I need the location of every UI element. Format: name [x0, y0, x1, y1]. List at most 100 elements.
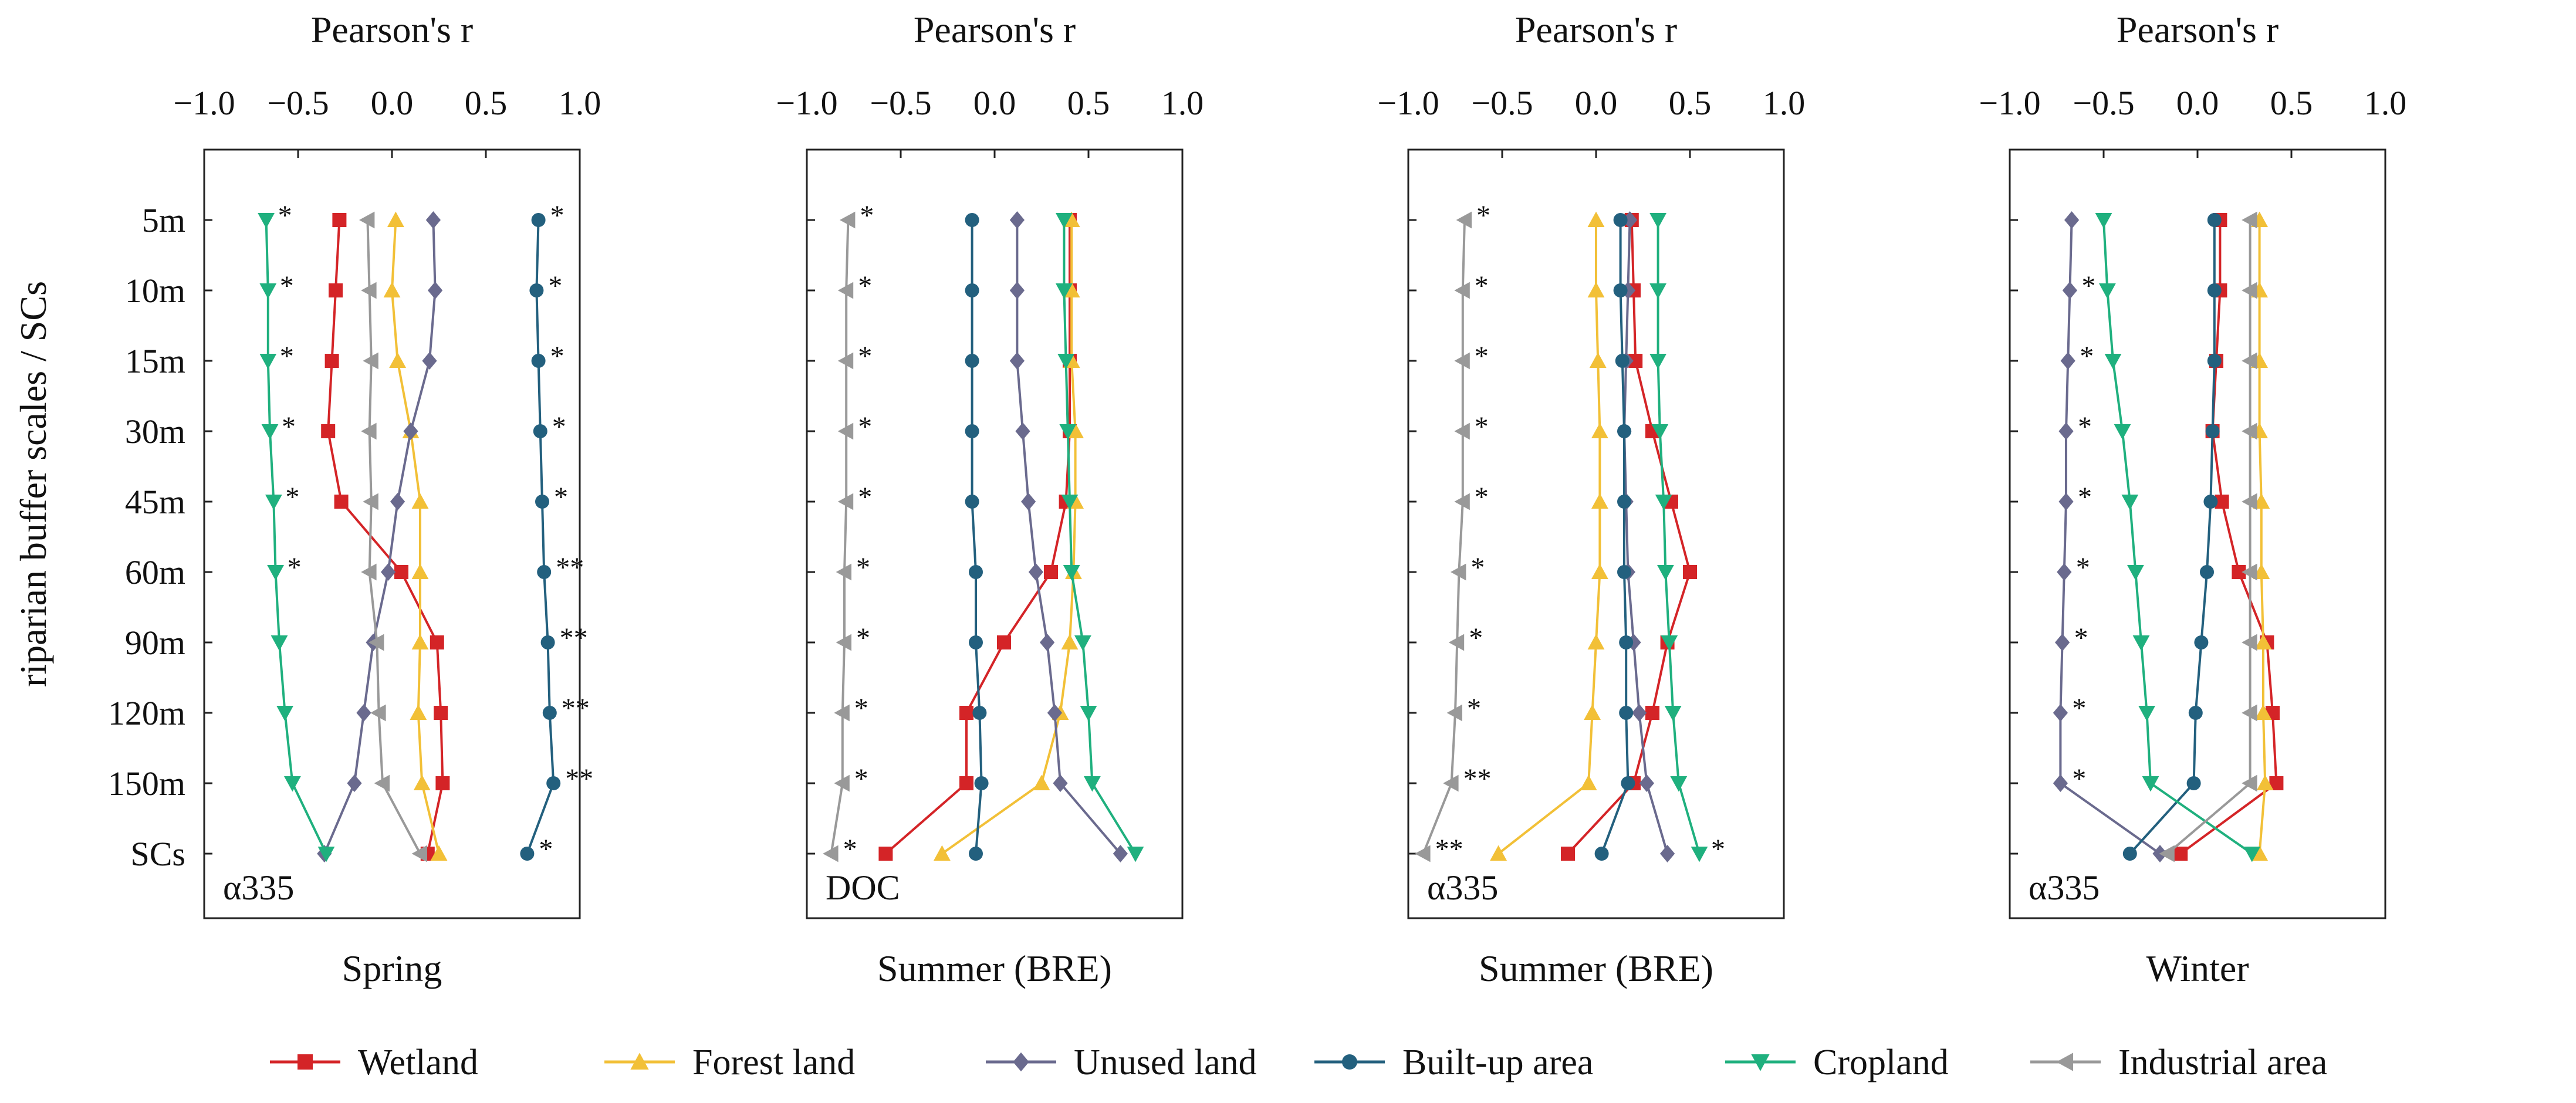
data-point-industrial-area [837, 422, 854, 440]
x-tick-label: 0.0 [371, 84, 414, 122]
data-point-forest-land [410, 704, 427, 720]
data-point-wetland [332, 213, 347, 227]
panel-label: α335 [1427, 868, 1498, 907]
legend-marker-cropland [1751, 1054, 1770, 1071]
data-point-cropland [1651, 424, 1669, 440]
data-point-built-up-area [542, 706, 557, 720]
data-point-cropland [259, 283, 277, 299]
legend-label: Forest land [692, 1043, 855, 1082]
x-tick-label: −0.5 [1471, 84, 1533, 122]
data-point-built-up-area [531, 354, 546, 368]
data-point-unused-land [390, 493, 405, 510]
data-point-industrial-area [840, 211, 856, 229]
data-point-built-up-area [540, 635, 555, 649]
significance-star: * [2072, 763, 2086, 794]
legend-marker-unused-land [1013, 1052, 1029, 1072]
series-line-industrial-area [2166, 220, 2252, 855]
data-point-forest-land [1591, 493, 1608, 509]
series-unused-land [1617, 211, 1675, 862]
data-point-unused-land [1053, 774, 1068, 792]
significance-star: * [282, 411, 296, 442]
data-point-wetland [324, 354, 339, 368]
data-point-built-up-area [537, 565, 552, 579]
x-tick-label: 0.5 [1067, 84, 1110, 122]
data-point-built-up-area [974, 776, 989, 790]
data-point-industrial-area [361, 282, 377, 299]
x-tick-label: 1.0 [2364, 84, 2407, 122]
significance-star: * [856, 552, 870, 583]
panel-title: Pearson's r [311, 9, 473, 50]
series-line-forest-land [941, 220, 1077, 855]
data-point-cropland [1063, 565, 1080, 581]
data-point-wetland [329, 283, 343, 297]
significance-star: * [2080, 341, 2094, 372]
data-point-built-up-area [969, 635, 983, 649]
data-point-forest-land [1033, 774, 1050, 790]
data-point-built-up-area [1617, 424, 1631, 438]
series-built-up-area [965, 213, 989, 861]
data-point-cropland [1056, 283, 1073, 299]
series-line-unused-land [2059, 219, 2161, 855]
x-tick-label: −1.0 [1979, 84, 2040, 122]
panel-title: Pearson's r [914, 9, 1076, 50]
data-point-cropland [1057, 354, 1074, 370]
data-point-cropland [265, 495, 282, 510]
data-point-industrial-area [2159, 845, 2175, 862]
data-point-unused-land [1021, 493, 1036, 510]
data-point-wetland [1044, 565, 1058, 579]
data-point-forest-land [2254, 704, 2272, 720]
x-tick-label: 0.0 [973, 84, 1016, 122]
significance-star: ** [562, 693, 590, 724]
legend-item-wetland: Wetland [270, 1043, 478, 1082]
data-point-built-up-area [531, 213, 546, 227]
series-line-wetland [1567, 219, 1692, 855]
legend: Wetland Forest land Unused land Built-up ar… [270, 1043, 2327, 1082]
significance-star: * [858, 341, 872, 372]
y-tick-label: 15m [125, 342, 185, 380]
significance-star: * [548, 270, 562, 302]
data-point-industrial-area [1451, 563, 1466, 581]
series-cropland: * * * * * * [258, 200, 335, 862]
panel-title: Pearson's r [2117, 9, 2278, 50]
y-tick-label: 45m [125, 483, 185, 521]
data-point-industrial-area [836, 563, 851, 581]
data-point-forest-land [1580, 774, 1597, 790]
data-point-built-up-area [965, 354, 979, 368]
data-point-industrial-area [834, 774, 850, 792]
y-tick-label: 30m [125, 412, 185, 451]
data-point-unused-land [1009, 352, 1025, 370]
data-point-unused-land [2058, 422, 2074, 440]
data-point-cropland [1657, 565, 1674, 581]
series-forest-land [1490, 211, 1608, 861]
data-point-wetland [334, 495, 349, 509]
significance-star: * [1711, 834, 1725, 865]
significance-star: * [285, 482, 299, 513]
significance-star: * [1470, 552, 1485, 583]
significance-star: * [2078, 482, 2092, 513]
data-point-forest-land [1584, 704, 1601, 720]
data-point-forest-land [1063, 211, 1080, 227]
data-point-cropland [1084, 776, 1101, 792]
series-line-cropland [2102, 219, 2253, 855]
data-point-unused-land [1639, 774, 1654, 792]
data-point-industrial-area [2242, 774, 2257, 792]
data-point-wetland [321, 424, 336, 438]
significance-star: * [854, 763, 868, 794]
data-point-built-up-area [965, 213, 979, 227]
significance-star: * [539, 834, 553, 865]
y-tick-label: 10m [125, 272, 185, 310]
legend-label: Industrial area [2118, 1043, 2327, 1082]
data-point-unused-land [2058, 493, 2074, 510]
series-line-cropland [1063, 220, 1137, 855]
y-tick-label: 120m [108, 694, 185, 732]
data-point-industrial-area [1454, 493, 1470, 510]
data-point-forest-land [1061, 634, 1079, 649]
data-point-industrial-area [1443, 774, 1459, 792]
significance-star: * [2072, 693, 2086, 724]
data-point-cropland [2095, 213, 2112, 229]
data-point-unused-land [2062, 282, 2077, 299]
data-point-cropland [259, 354, 277, 370]
data-point-cropland [1080, 706, 1097, 722]
legend-marker-built-up-area [1342, 1054, 1357, 1070]
data-point-industrial-area [1448, 634, 1465, 651]
